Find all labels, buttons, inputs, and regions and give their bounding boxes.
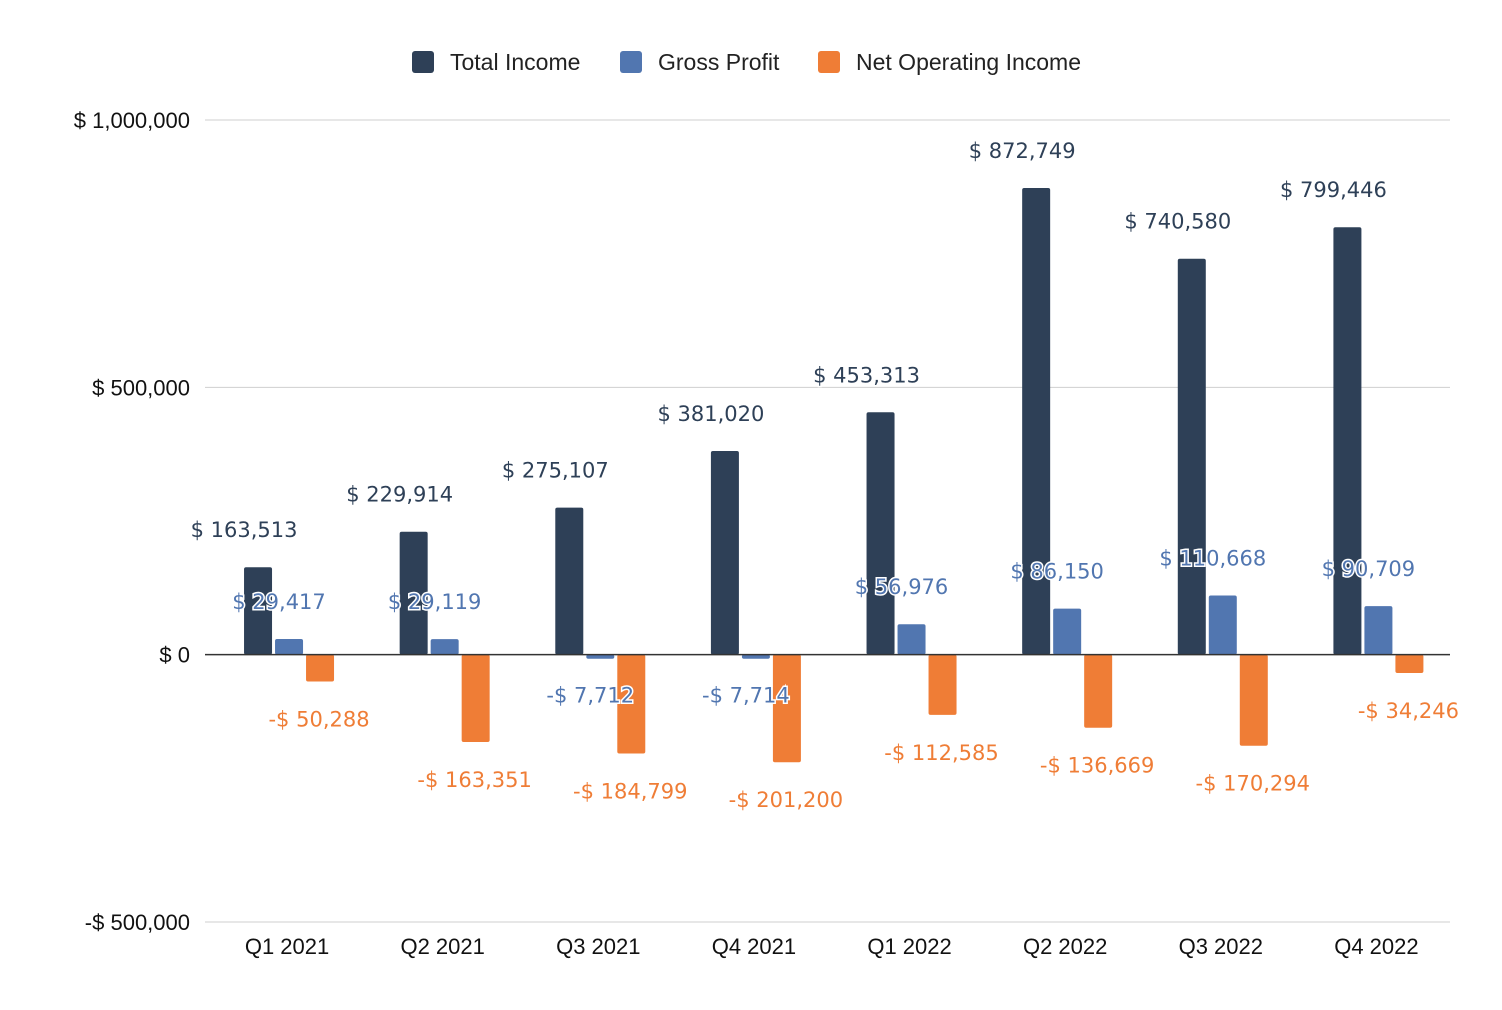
- bar-total-income-q1-2021: [244, 567, 273, 655]
- bar-net-operating-income-q3-2022: [1239, 654, 1268, 746]
- bar-total-income-q2-2021: [399, 531, 428, 655]
- data-label-net-operating-income-q1-2021: -$ 50,288: [268, 708, 369, 732]
- bar-total-income-q3-2021: [555, 507, 584, 655]
- x-tick-label: Q4 2021: [712, 934, 796, 959]
- bar-total-income-q3-2022: [1177, 258, 1206, 655]
- data-label-gross-profit-q1-2022: $ 56,976: [855, 575, 949, 599]
- bar-net-operating-income-q1-2022: [928, 654, 957, 715]
- bars: [244, 188, 1424, 763]
- y-tick-label: -$ 500,000: [85, 910, 190, 935]
- x-tick-label: Q1 2021: [245, 934, 329, 959]
- data-label-total-income-q2-2022: $ 872,749: [969, 139, 1076, 163]
- data-label-total-income-q1-2022: $ 453,313: [813, 363, 920, 387]
- bar-gross-profit-q2-2022: [1053, 608, 1082, 655]
- data-label-gross-profit-q3-2022: $ 110,668: [1159, 546, 1266, 570]
- data-label-net-operating-income-q1-2022: -$ 112,585: [884, 741, 998, 765]
- x-tick-label: Q4 2022: [1334, 934, 1418, 959]
- data-label-total-income-q1-2021: $ 163,513: [191, 518, 298, 542]
- bar-gross-profit-q4-2021: [741, 654, 770, 659]
- bar-gross-profit-q2-2021: [430, 639, 459, 655]
- y-tick-label: $ 500,000: [92, 375, 190, 400]
- data-label-net-operating-income-q3-2022: -$ 170,294: [1196, 772, 1310, 796]
- data-label-total-income-q4-2021: $ 381,020: [657, 402, 764, 426]
- bar-gross-profit-q4-2022: [1364, 606, 1393, 655]
- data-label-total-income-q4-2022: $ 799,446: [1280, 178, 1387, 202]
- data-label-total-income-q2-2021: $ 229,914: [346, 483, 453, 507]
- data-label-gross-profit-q1-2021: $ 29,417: [232, 590, 326, 614]
- bar-net-operating-income-q4-2021: [772, 654, 801, 763]
- x-tick-label: Q3 2022: [1179, 934, 1263, 959]
- data-label-gross-profit-q4-2021: -$ 7,714: [702, 684, 790, 708]
- bar-net-operating-income-q4-2022: [1395, 654, 1424, 673]
- y-axis: $ 1,000,000 $ 500,000 $ 0 -$ 500,000: [74, 108, 190, 935]
- x-axis: Q1 2021 Q2 2021 Q3 2021 Q4 2021 Q1 2022 Q2 20…: [245, 934, 1419, 959]
- legend: Total Income Gross Profit Net Operating In…: [412, 49, 1081, 75]
- bar-total-income-q2-2022: [1022, 188, 1051, 655]
- data-label-total-income-q3-2022: $ 740,580: [1124, 210, 1231, 234]
- data-label-gross-profit-q4-2022: $ 90,709: [1322, 557, 1416, 581]
- data-label-net-operating-income-q2-2021: -$ 163,351: [417, 768, 531, 792]
- legend-label-gross-profit: Gross Profit: [658, 49, 780, 75]
- bar-gross-profit-q3-2021: [586, 654, 615, 659]
- legend-label-net-operating-income: Net Operating Income: [856, 49, 1081, 75]
- bar-total-income-q4-2021: [710, 450, 739, 655]
- data-label-net-operating-income-q3-2021: -$ 184,799: [573, 779, 687, 803]
- bar-total-income-q4-2022: [1333, 227, 1362, 655]
- data-label-net-operating-income-q2-2022: -$ 136,669: [1040, 754, 1154, 778]
- bar-gross-profit-q3-2022: [1208, 595, 1237, 655]
- x-tick-label: Q2 2022: [1023, 934, 1107, 959]
- data-label-total-income-q3-2021: $ 275,107: [502, 459, 609, 483]
- bar-net-operating-income-q2-2022: [1084, 654, 1113, 728]
- data-label-net-operating-income-q4-2021: -$ 201,200: [729, 788, 843, 812]
- bar-net-operating-income-q1-2021: [306, 654, 335, 682]
- y-tick-label: $ 0: [159, 643, 190, 668]
- data-label-gross-profit-q2-2021: $ 29,119: [388, 590, 482, 614]
- data-label-gross-profit-q3-2021: -$ 7,712: [546, 684, 634, 708]
- data-labels: $ 163,513 $ 29,417 -$ 50,288 $ 229,914 $ 29,…: [189, 138, 1460, 814]
- legend-label-total-income: Total Income: [450, 49, 580, 75]
- x-tick-label: Q3 2021: [556, 934, 640, 959]
- bar-gross-profit-q1-2022: [897, 624, 926, 655]
- legend-swatch-net-operating-income: [818, 51, 840, 73]
- bar-total-income-q1-2022: [866, 412, 895, 655]
- x-tick-label: Q1 2022: [867, 934, 951, 959]
- bar-net-operating-income-q2-2021: [461, 654, 490, 743]
- y-tick-label: $ 1,000,000: [74, 108, 190, 133]
- data-label-net-operating-income-q4-2022: -$ 34,246: [1358, 699, 1459, 723]
- bar-gross-profit-q1-2021: [275, 638, 304, 655]
- bar-net-operating-income-q3-2021: [617, 654, 646, 754]
- legend-swatch-gross-profit: [620, 51, 642, 73]
- gridlines: [205, 119, 1450, 923]
- legend-swatch-total-income: [412, 51, 434, 73]
- data-label-gross-profit-q2-2022: $ 86,150: [1010, 560, 1104, 584]
- x-tick-label: Q2 2021: [400, 934, 484, 959]
